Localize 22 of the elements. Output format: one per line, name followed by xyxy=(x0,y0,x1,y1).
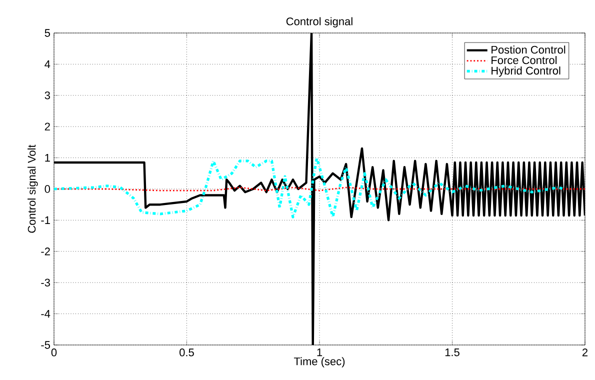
y-tick-label: 4 xyxy=(44,60,50,68)
x-tick-label: 1 xyxy=(317,348,322,356)
x-axis-title: Time (sec) xyxy=(294,357,345,368)
y-tick-label: -5 xyxy=(41,341,50,349)
y-axis-title: Control signal Volt xyxy=(28,144,38,233)
y-tick-label: -2 xyxy=(41,248,50,256)
x-tick-label: 2 xyxy=(582,348,588,356)
y-tick-label: 1 xyxy=(45,154,50,162)
chart-title: Control signal xyxy=(286,17,352,28)
y-tick-label: -4 xyxy=(41,310,50,318)
legend-label: Hybrid Control xyxy=(492,66,560,77)
legend-label: Postion Control xyxy=(492,46,566,54)
y-tick-label: 2 xyxy=(44,122,50,130)
y-tick-label: 3 xyxy=(44,92,50,100)
x-tick-label: 0 xyxy=(51,348,57,356)
legend-label: Force Control xyxy=(492,56,557,64)
x-tick-label: 0.5 xyxy=(180,348,194,356)
y-tick-label: -1 xyxy=(41,216,50,224)
y-tick-label: 5 xyxy=(44,29,50,37)
x-tick-label: 1.5 xyxy=(445,348,460,356)
y-tick-label: 0 xyxy=(44,185,50,193)
y-tick-label: -3 xyxy=(41,278,50,286)
